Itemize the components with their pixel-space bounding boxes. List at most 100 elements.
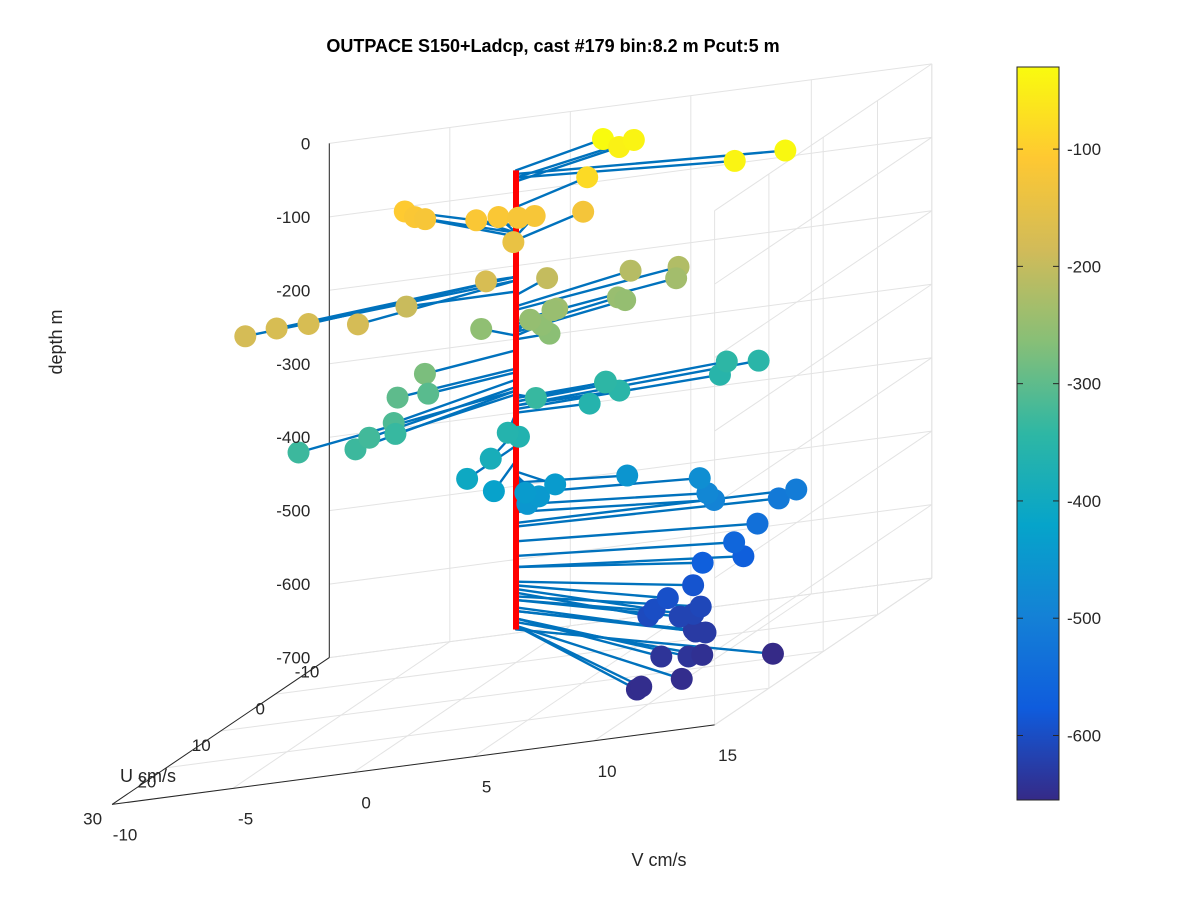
data-point: [479, 447, 502, 470]
data-point: [682, 574, 705, 597]
data-point: [746, 512, 769, 535]
velocity-line: [514, 580, 695, 587]
data-point: [614, 289, 637, 312]
colorbar-tick-label: -100: [1067, 140, 1101, 159]
data-point: [723, 149, 746, 172]
velocity-line: [514, 402, 591, 414]
data-point: [287, 441, 310, 464]
data-point: [665, 267, 688, 290]
grid-line: [714, 283, 933, 432]
x-tick-label: -5: [238, 810, 253, 829]
data-point: [496, 421, 519, 444]
grid-line: [329, 283, 932, 365]
velocity-line: [514, 488, 798, 525]
z-tick-label: -200: [276, 281, 310, 300]
velocity-line: [514, 210, 585, 242]
data-point: [524, 386, 547, 409]
velocity-line: [514, 561, 704, 569]
velocity-line: [514, 624, 683, 681]
z-axis-label: depth m: [46, 309, 66, 374]
grid-line: [329, 136, 932, 218]
velocity-line: [514, 498, 716, 514]
data-point: [767, 487, 790, 510]
colorbar-tick-label: -400: [1067, 492, 1101, 511]
grid-line: [329, 357, 932, 438]
velocity-line: [514, 474, 629, 484]
data-point: [715, 350, 738, 373]
colorbar-tick-label: -200: [1067, 257, 1101, 276]
x-tick-label: -10: [113, 825, 138, 844]
grid-line: [714, 63, 933, 212]
data-point: [507, 206, 530, 229]
x-tick-label: 15: [718, 746, 737, 765]
data-point: [465, 209, 488, 232]
data-point: [514, 481, 537, 504]
velocity-line: [426, 371, 518, 395]
data-point: [456, 467, 479, 490]
data-point: [414, 208, 437, 231]
data-point: [346, 313, 369, 336]
data-point: [670, 667, 693, 690]
colorbar-tick-label: -600: [1067, 726, 1101, 745]
grid-line: [329, 504, 932, 585]
data-point: [785, 478, 808, 501]
data-point: [487, 206, 510, 229]
data-point: [630, 675, 653, 698]
data-point: [358, 426, 381, 449]
data-point: [682, 618, 705, 641]
grid-line: [220, 651, 824, 732]
data-point: [234, 325, 257, 348]
x-axis-label: V cm/s: [631, 850, 686, 870]
chart-title: OUTPACE S150+Ladcp, cast #179 bin:8.2 m …: [326, 36, 779, 56]
data-point: [594, 370, 617, 393]
colorbar-gradient: [1016, 66, 1060, 801]
x-tick-label: 0: [361, 794, 370, 813]
velocity-line: [514, 584, 670, 600]
y-tick-label: 0: [256, 699, 265, 718]
data-point: [723, 531, 746, 554]
data-point: [502, 231, 525, 254]
grid-line: [714, 504, 933, 652]
data-point: [578, 392, 601, 415]
colorbar-tick-label: -300: [1067, 375, 1101, 394]
velocity-line: [514, 137, 605, 172]
data-point: [386, 386, 409, 409]
data-point: [413, 362, 436, 385]
data-point: [619, 259, 642, 282]
data-point: [747, 349, 770, 372]
data-point: [265, 317, 288, 340]
data-point: [541, 299, 564, 322]
grid-line: [714, 357, 933, 505]
grid-line: [329, 210, 932, 291]
data-point: [689, 595, 712, 618]
data-point: [622, 128, 645, 151]
z-tick-label: 0: [301, 134, 310, 153]
velocity-line: [514, 522, 759, 543]
velocity-line: [514, 145, 621, 183]
velocity-line: [423, 349, 518, 376]
data-point: [576, 166, 599, 189]
data-point: [650, 645, 673, 668]
y-tick-label: 30: [83, 809, 102, 828]
data-point: [417, 382, 440, 405]
grid-line: [714, 210, 933, 359]
data-point: [384, 422, 407, 445]
data-point: [774, 139, 797, 162]
z-tick-label: -100: [276, 208, 310, 227]
data-point: [519, 308, 542, 331]
velocity-line: [297, 389, 518, 454]
velocity-line: [514, 624, 643, 688]
data-point: [395, 295, 418, 318]
data-point: [474, 270, 497, 293]
z-tick-label: -300: [276, 355, 310, 374]
velocity-line: [514, 609, 707, 634]
z-tick-label: -400: [276, 428, 310, 447]
y-tick-label: 20: [137, 773, 156, 792]
velocity-line: [514, 176, 589, 209]
data-point: [482, 480, 505, 503]
tick-labels: 0-100-200-300-400-500-600-700-100102030-…: [83, 134, 737, 844]
z-tick-label: -700: [276, 649, 310, 668]
x-tick-label: 10: [598, 762, 617, 781]
data-point: [470, 317, 493, 340]
